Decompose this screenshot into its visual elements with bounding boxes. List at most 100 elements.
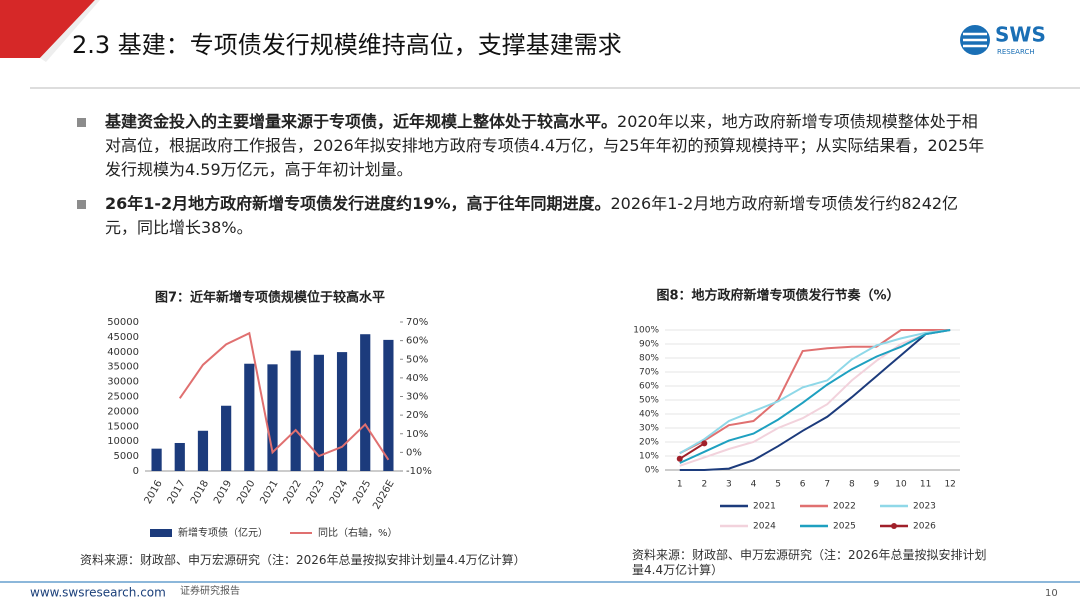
y2-tick-label: 20% (406, 410, 428, 421)
x-tick-label: 4 (751, 480, 757, 490)
footer-label: 证券研究报告 (180, 584, 240, 597)
y2-tick-label: 40% (406, 373, 428, 384)
bar (221, 405, 232, 471)
bar (197, 430, 209, 471)
bullet-text: 2026年1-2月地方政府新增专项债发行约8242亿元，同比增长38%。 (105, 194, 959, 237)
x-tick-label: 2023 (305, 479, 327, 507)
y-tick-label: 50000 (107, 317, 139, 328)
logo-stripes (963, 32, 987, 48)
bullet-bold: 26年1-2月地方政府新增专项债发行进度约19%，高于往年同期进度。 (105, 194, 611, 213)
line-series (679, 329, 951, 467)
y-tick-label: 25000 (107, 392, 139, 403)
y2-tick-label: 30% (406, 392, 428, 403)
chart-title: 图7：近年新增专项债规模位于较高水平 (155, 290, 385, 306)
bar (313, 354, 324, 471)
y-tick-label: 30000 (107, 377, 139, 388)
legend-label: 2024 (753, 522, 776, 532)
y2-tick-label: 70% (406, 317, 428, 328)
y-tick-label: 30% (639, 424, 659, 434)
header-title: 2.3 基建：专项债发行规模维持高位，支撑基建需求 (72, 31, 622, 59)
bullet-marker (77, 118, 86, 127)
y2-tick-label: 10% (406, 429, 428, 440)
x-tick-label: 2018 (189, 479, 211, 507)
marker (701, 440, 708, 447)
logo-sub: RESEARCH (997, 48, 1035, 56)
legend-label: 2025 (833, 522, 856, 532)
header-accent (0, 0, 95, 58)
bullet: 基建资金投入的主要增量来源于专项债，近年规模上整体处于较高水平。2020年以来，… (105, 110, 985, 182)
y2-tick-label: 50% (406, 354, 428, 365)
legend-marker (891, 523, 897, 529)
x-tick-label: 2019 (212, 479, 234, 507)
chart-source: 资料来源：财政部、申万宏源研究（注：2026年总量按拟安排计划量4.4万亿计算） (80, 553, 526, 567)
y-tick-label: 60% (639, 382, 659, 392)
bar (336, 352, 348, 471)
legend-label: 2023 (913, 502, 936, 512)
x-tick-label: 2024 (328, 479, 350, 507)
page-number: 10 (1045, 588, 1058, 599)
y-tick-label: 70% (639, 368, 659, 378)
x-tick-label: 10 (895, 480, 907, 490)
x-tick-label: 6 (800, 480, 806, 490)
chart-title: 图8：地方政府新增专项债发行节奏（%） (656, 288, 899, 304)
y-tick-label: 35000 (107, 362, 139, 373)
y-tick-label: 40000 (107, 347, 139, 358)
legend-label: 2026 (913, 522, 936, 532)
y-tick-label: 10000 (107, 436, 139, 447)
x-tick-label: 2017 (166, 479, 188, 507)
bar (383, 339, 394, 471)
y-tick-label: 40% (639, 410, 659, 420)
x-tick-label: 2020 (235, 479, 257, 507)
bullet-text: 2020年以来，地方政府新增专项债规模整体处于相对高位，根据政府工作报告，202… (105, 112, 985, 179)
bar (174, 442, 185, 471)
line-series (679, 329, 951, 471)
x-tick-label: 2025 (351, 479, 373, 507)
bar (244, 363, 255, 471)
legend-label: 新增专项债（亿元） (178, 526, 268, 539)
x-tick-label: 3 (726, 480, 732, 490)
bar (290, 350, 301, 471)
bullet-marker (77, 200, 86, 209)
x-tick-label: 5 (775, 480, 781, 490)
x-tick-label: 12 (944, 480, 955, 490)
x-tick-label: 11 (920, 480, 931, 490)
y-tick-label: 50% (639, 396, 659, 406)
y-tick-label: 10% (639, 452, 659, 462)
legend-label: 2021 (753, 502, 776, 512)
bar (151, 448, 162, 471)
y-tick-label: 15000 (107, 421, 139, 432)
line-series (679, 329, 951, 455)
line-series (679, 329, 951, 455)
bar (360, 334, 371, 471)
bar (267, 364, 278, 471)
x-tick-label: 2021 (258, 479, 280, 507)
marker (676, 455, 683, 462)
x-tick-label: 8 (849, 480, 855, 490)
x-tick-label: 2016 (143, 479, 165, 507)
legend-label: 2022 (833, 502, 856, 512)
y2-tick-label: -10% (406, 466, 432, 477)
x-tick-label: 7 (824, 480, 830, 490)
y-tick-label: 20000 (107, 406, 139, 417)
y-tick-label: 90% (639, 340, 659, 350)
footer-url: www.swsresearch.com (30, 586, 166, 600)
y-tick-label: 0% (645, 466, 660, 476)
line-series (679, 329, 951, 464)
x-tick-label: 1 (677, 480, 683, 490)
y2-tick-label: 0% (406, 447, 422, 458)
bullet-bold: 基建资金投入的主要增量来源于专项债，近年规模上整体处于较高水平。 (105, 112, 618, 131)
y2-tick-label: 60% (406, 336, 428, 347)
y-tick-label: 100% (633, 326, 659, 336)
y-tick-label: 80% (639, 354, 659, 364)
line-series (679, 442, 705, 460)
chart-source: 资料来源：财政部、申万宏源研究（注：2026年总量按拟安排计划量4.4万亿计算） (632, 548, 987, 577)
header-accent-shadow (40, 0, 100, 62)
x-tick-label: 2022 (282, 479, 304, 507)
y-tick-label: 20% (639, 438, 659, 448)
y-tick-label: 0 (133, 466, 139, 477)
legend-label: 同比（右轴，%） (318, 526, 398, 539)
logo-text: SWS (995, 23, 1046, 47)
x-tick-label: 9 (874, 480, 880, 490)
